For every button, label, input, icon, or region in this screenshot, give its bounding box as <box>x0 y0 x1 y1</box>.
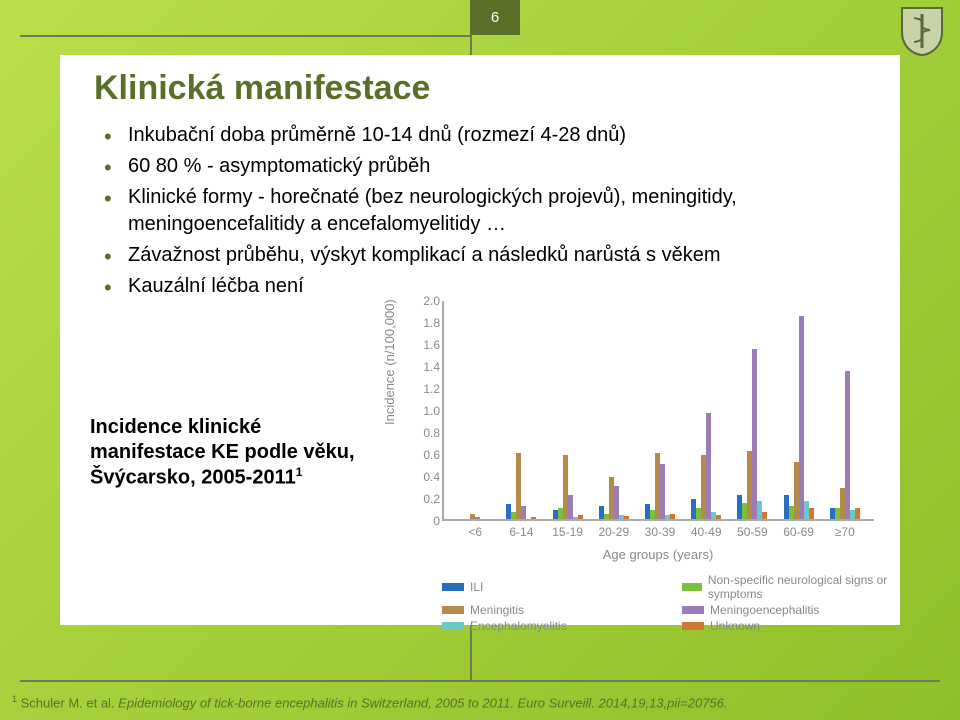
divider-top <box>20 35 470 37</box>
slide: 6 Klinická manifestace Inkubační doba pr… <box>0 0 960 720</box>
chart-bar <box>845 371 850 520</box>
chart-bar <box>624 516 629 519</box>
chart-ytick: 1.0 <box>412 404 440 418</box>
bullet-item: Závažnost průběhu, výskyt komplikací a n… <box>104 242 870 269</box>
legend-label: Encephalomyelitis <box>470 619 567 633</box>
legend-item: Meningitis <box>442 603 682 617</box>
chart-bar <box>762 512 767 519</box>
chart-xtick: 6-14 <box>509 525 533 539</box>
incidence-chart: Incidence (n/100,000) 00.20.40.60.81.01.… <box>390 295 898 615</box>
bullet-item: Klinické formy - horečnaté (bez neurolog… <box>104 184 870 238</box>
legend-label: Non-specific neurological signs or sympt… <box>708 573 922 601</box>
divider-bottom <box>20 680 940 682</box>
chart-xtick: 40-49 <box>691 525 722 539</box>
chart-caption-line: Incidence klinické <box>90 416 261 438</box>
legend-item: Encephalomyelitis <box>442 619 682 633</box>
chart-ytick: 0.4 <box>412 470 440 484</box>
chart-xtick: 50-59 <box>737 525 768 539</box>
chart-xtick: 15-19 <box>552 525 583 539</box>
chart-caption-line: manifestace KE podle věku, <box>90 441 355 463</box>
chart-legend: ILI Non-specific neurological signs or sy… <box>442 573 922 633</box>
chart-caption-line: Švýcarsko, 2005-2011 <box>90 467 296 489</box>
chart-xtick: 60-69 <box>783 525 814 539</box>
legend-item: ILI <box>442 573 682 601</box>
chart-plot-area: 00.20.40.60.81.01.21.41.61.82.0<66-1415-… <box>442 301 874 521</box>
bullet-item: Inkubační doba průměrně 10-14 dnů (rozme… <box>104 122 870 149</box>
chart-ytick: 2.0 <box>412 294 440 308</box>
chart-ylabel: Incidence (n/100,000) <box>382 299 397 425</box>
chart-ytick: 1.6 <box>412 338 440 352</box>
chart-bar <box>855 508 860 519</box>
chart-bar <box>706 413 711 519</box>
chart-bar <box>660 464 665 519</box>
bullet-list: Inkubační doba průměrně 10-14 dnů (rozme… <box>60 122 900 300</box>
chart-bar <box>578 515 583 519</box>
chart-xlabel: Age groups (years) <box>442 547 874 562</box>
footnote: 1 Schuler M. et al. Epidemiology of tick… <box>12 694 728 710</box>
legend-swatch <box>442 622 464 630</box>
content-card: Klinická manifestace Inkubační doba prům… <box>60 55 900 625</box>
slide-title: Klinická manifestace <box>60 55 900 122</box>
page-number: 6 <box>491 9 499 26</box>
legend-item: Non-specific neurological signs or sympt… <box>682 573 922 601</box>
legend-label: Meningoencephalitis <box>710 603 819 617</box>
chart-xtick: 20-29 <box>598 525 629 539</box>
chart-xtick: ≥70 <box>835 525 855 539</box>
chart-ytick: 0.2 <box>412 492 440 506</box>
legend-swatch <box>442 583 464 591</box>
chart-xtick: <6 <box>468 525 482 539</box>
legend-swatch <box>442 606 464 614</box>
chart-bar <box>809 508 814 519</box>
chart-bar <box>716 515 721 519</box>
chart-xtick: 30-39 <box>645 525 676 539</box>
chart-ytick: 0.8 <box>412 426 440 440</box>
chart-bar <box>521 506 526 519</box>
legend-label: Unknown <box>710 619 760 633</box>
chart-ytick: 0 <box>412 514 440 528</box>
footnote-italic: Epidemiology of tick-borne encephalitis … <box>118 695 727 710</box>
chart-ytick: 0.6 <box>412 448 440 462</box>
legend-item: Unknown <box>682 619 922 633</box>
chart-bar <box>670 514 675 520</box>
bullet-item: 60 80 % - asymptomatický průběh <box>104 153 870 180</box>
chart-bar <box>475 517 480 519</box>
chart-bar <box>531 517 536 519</box>
legend-label: ILI <box>470 580 483 594</box>
chart-caption-sup: 1 <box>296 465 303 479</box>
shield-icon <box>900 6 944 56</box>
page-number-box: 6 <box>470 0 520 35</box>
legend-item: Meningoencephalitis <box>682 603 922 617</box>
chart-bar <box>799 316 804 520</box>
legend-swatch <box>682 606 704 614</box>
chart-caption: Incidence klinické manifestace KE podle … <box>90 415 390 491</box>
legend-label: Meningitis <box>470 603 524 617</box>
chart-ytick: 1.8 <box>412 316 440 330</box>
chart-bar <box>752 349 757 520</box>
chart-bar <box>568 495 573 519</box>
footnote-text: Schuler M. et al. <box>17 695 118 710</box>
legend-swatch <box>682 622 704 630</box>
chart-ytick: 1.4 <box>412 360 440 374</box>
chart-ytick: 1.2 <box>412 382 440 396</box>
legend-swatch <box>682 583 702 591</box>
